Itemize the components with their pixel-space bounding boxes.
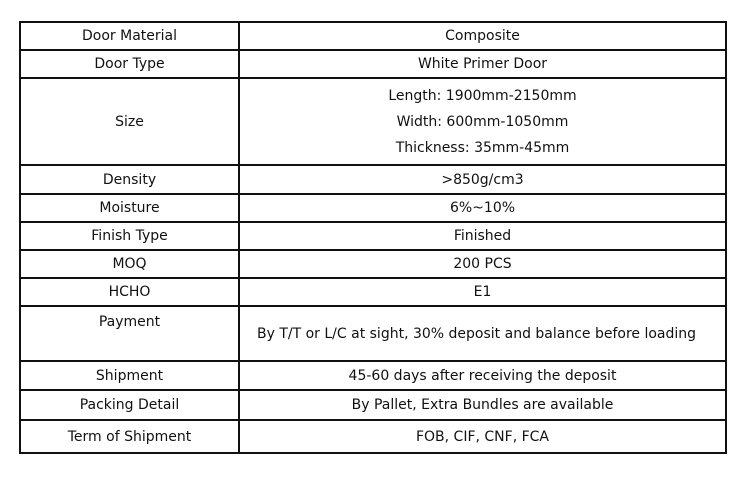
row-value: 200 PCS <box>238 249 727 279</box>
row-value: 6%~10% <box>238 193 727 223</box>
row-value: E1 <box>238 277 727 307</box>
table-row: Packing Detail By Pallet, Extra Bundles … <box>19 389 727 421</box>
row-label: HCHO <box>19 277 240 307</box>
row-label: Door Material <box>19 21 240 51</box>
table-row: Term of Shipment FOB, CIF, CNF, FCA <box>19 419 727 454</box>
row-label: Finish Type <box>19 221 240 251</box>
row-value: White Primer Door <box>238 49 727 79</box>
row-value: FOB, CIF, CNF, FCA <box>238 419 727 454</box>
row-label: Packing Detail <box>19 389 240 421</box>
table-row: Payment By T/T or L/C at sight, 30% depo… <box>19 305 727 362</box>
table-row: Finish Type Finished <box>19 221 727 251</box>
table-row: MOQ 200 PCS <box>19 249 727 279</box>
product-spec-table: Door Material Composite Door Type White … <box>19 21 727 454</box>
table-row: Door Type White Primer Door <box>19 49 727 79</box>
row-label: Shipment <box>19 360 240 391</box>
row-value: By Pallet, Extra Bundles are available <box>238 389 727 421</box>
row-value: Composite <box>238 21 727 51</box>
row-value: >850g/cm3 <box>238 164 727 195</box>
row-label: Term of Shipment <box>19 419 240 454</box>
size-length: Length: 1900mm-2150mm <box>388 87 577 104</box>
table-row: Size Length: 1900mm-2150mm Width: 600mm-… <box>19 77 727 166</box>
row-value: By T/T or L/C at sight, 30% deposit and … <box>238 305 727 362</box>
table-row: HCHO E1 <box>19 277 727 307</box>
table-row: Moisture 6%~10% <box>19 193 727 223</box>
row-value: Length: 1900mm-2150mm Width: 600mm-1050m… <box>238 77 727 166</box>
row-value: Finished <box>238 221 727 251</box>
table-row: Density >850g/cm3 <box>19 164 727 195</box>
size-thickness: Thickness: 35mm-45mm <box>395 139 570 156</box>
row-label: Door Type <box>19 49 240 79</box>
size-width: Width: 600mm-1050mm <box>396 113 569 130</box>
table-row: Door Material Composite <box>19 21 727 51</box>
row-label: Density <box>19 164 240 195</box>
row-label: MOQ <box>19 249 240 279</box>
row-label: Moisture <box>19 193 240 223</box>
row-label: Payment <box>19 305 240 362</box>
table-row: Shipment 45-60 days after receiving the … <box>19 360 727 391</box>
row-label: Size <box>19 77 240 166</box>
row-value: 45-60 days after receiving the deposit <box>238 360 727 391</box>
